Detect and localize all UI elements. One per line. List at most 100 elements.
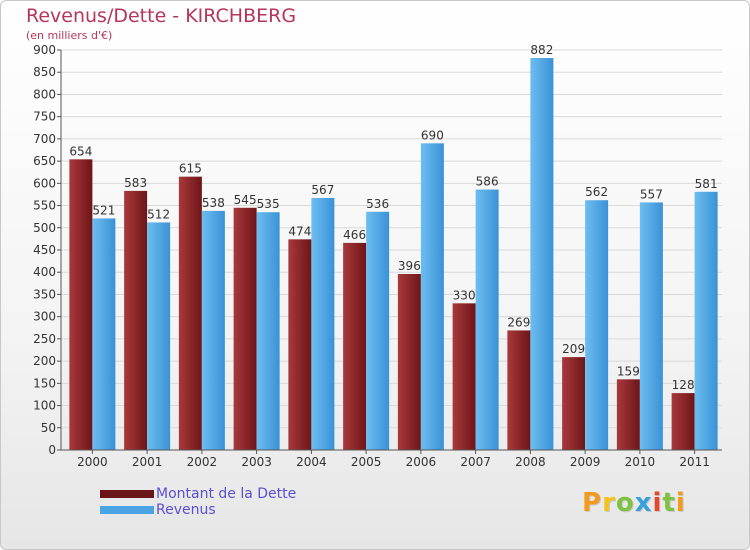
y-axis: 0 50 100 150 200 250 300 350 400 450 500 550 600 650 7… [33, 43, 62, 457]
x-tick-label: 2001 [132, 455, 163, 469]
bar-revenus [694, 191, 718, 450]
y-tick-label: 550 [33, 199, 56, 213]
proxiti-logo: Proxiti [582, 488, 686, 518]
y-tick-label: 100 [33, 399, 56, 413]
y-tick-label: 600 [33, 176, 56, 190]
bar-dette [124, 190, 148, 450]
bar-revenus [256, 212, 280, 450]
legend-label-revenus: Revenus [156, 502, 216, 518]
legend: Montant de la Dette Revenus [100, 486, 360, 518]
logo-letter: i [675, 488, 686, 518]
data-label: 586 [476, 175, 499, 189]
legend-swatch-revenus [100, 506, 154, 514]
data-label: 583 [124, 176, 147, 190]
x-tick-label: 2007 [460, 455, 491, 469]
legend-item-dette: Montant de la Dette [100, 486, 360, 502]
x-tick-label: 2004 [296, 455, 327, 469]
bar-revenus [420, 143, 444, 451]
logo-letter: t [662, 488, 676, 518]
data-label: 545 [234, 193, 257, 207]
data-label: 567 [311, 183, 334, 197]
data-label: 396 [398, 259, 421, 273]
data-label: 690 [421, 128, 444, 142]
y-tick-label: 800 [33, 87, 56, 101]
logo-letter: r [602, 488, 616, 518]
data-label: 535 [257, 197, 280, 211]
y-tick-label: 150 [33, 376, 56, 390]
data-label: 615 [179, 162, 202, 176]
data-label: 269 [507, 315, 530, 329]
data-label: 882 [530, 43, 553, 57]
bar-dette [562, 357, 586, 450]
data-label: 466 [343, 228, 366, 242]
logo-letter: i [652, 488, 663, 518]
chart-title: Revenus/Dette - KIRCHBERG [26, 5, 297, 27]
y-tick-label: 700 [33, 132, 56, 146]
bar-dette [397, 274, 421, 450]
data-label: 159 [617, 364, 640, 378]
bar-dette [452, 303, 476, 450]
y-tick-label: 850 [33, 65, 56, 79]
bar-revenus [92, 218, 116, 450]
x-tick-label: 2009 [570, 455, 601, 469]
bars: 654 521 583 512 615 538 545 535 474 567 466 536 396 6… [69, 43, 718, 451]
data-label: 209 [562, 342, 585, 356]
data-label: 128 [672, 378, 695, 392]
bar-revenus [475, 189, 499, 451]
bar-dette [507, 330, 531, 450]
data-label: 538 [202, 196, 225, 210]
bar-revenus [201, 210, 225, 450]
y-tick-label: 900 [33, 43, 56, 57]
x-axis: 2000 2001 2002 2003 2004 2005 2006 2007 2008 2009… [61, 449, 722, 469]
data-label: 512 [147, 207, 170, 221]
bar-dette [178, 176, 202, 450]
data-label: 562 [585, 185, 608, 199]
bar-revenus [585, 200, 609, 450]
y-tick-label: 250 [33, 332, 56, 346]
y-tick-label: 400 [33, 265, 56, 279]
logo-letter: P [582, 488, 603, 518]
y-tick-label: 200 [33, 354, 56, 368]
bar-revenus [311, 198, 335, 450]
x-tick-label: 2010 [625, 455, 656, 469]
bar-revenus [366, 211, 390, 450]
logo-letter: o [615, 488, 635, 518]
bar-dette [343, 242, 367, 450]
chart-subtitle: (en milliers d'€) [26, 29, 113, 42]
gridlines [61, 49, 722, 451]
bar-dette [69, 159, 93, 451]
y-tick-label: 750 [33, 110, 56, 124]
legend-label-dette: Montant de la Dette [156, 486, 297, 502]
data-label: 474 [288, 224, 311, 238]
y-tick-label: 350 [33, 287, 56, 301]
x-tick-label: 2006 [406, 455, 437, 469]
x-tick-label: 2003 [241, 455, 272, 469]
bar-dette [671, 393, 695, 450]
data-label: 581 [695, 177, 718, 191]
data-label: 521 [92, 203, 115, 217]
bar-revenus [639, 202, 663, 450]
legend-item-revenus: Revenus [100, 502, 360, 518]
y-tick-label: 500 [33, 221, 56, 235]
y-tick-label: 50 [41, 421, 56, 435]
x-tick-label: 2000 [77, 455, 108, 469]
bar-dette [288, 239, 312, 450]
data-label: 654 [69, 144, 92, 158]
logo-letter: x [634, 488, 653, 518]
data-label: 557 [640, 187, 663, 201]
y-tick-label: 450 [33, 243, 56, 257]
legend-swatch-dette [100, 490, 154, 498]
y-tick-label: 300 [33, 310, 56, 324]
bar-revenus [147, 222, 171, 450]
y-tick-label: 0 [48, 443, 56, 457]
data-label: 536 [366, 197, 389, 211]
bar-revenus [530, 58, 554, 450]
y-tick-label: 650 [33, 154, 56, 168]
x-tick-label: 2002 [187, 455, 218, 469]
x-tick-label: 2011 [679, 455, 710, 469]
data-label: 330 [453, 288, 476, 302]
x-tick-label: 2008 [515, 455, 546, 469]
bar-dette [233, 207, 257, 450]
x-tick-label: 2005 [351, 455, 382, 469]
